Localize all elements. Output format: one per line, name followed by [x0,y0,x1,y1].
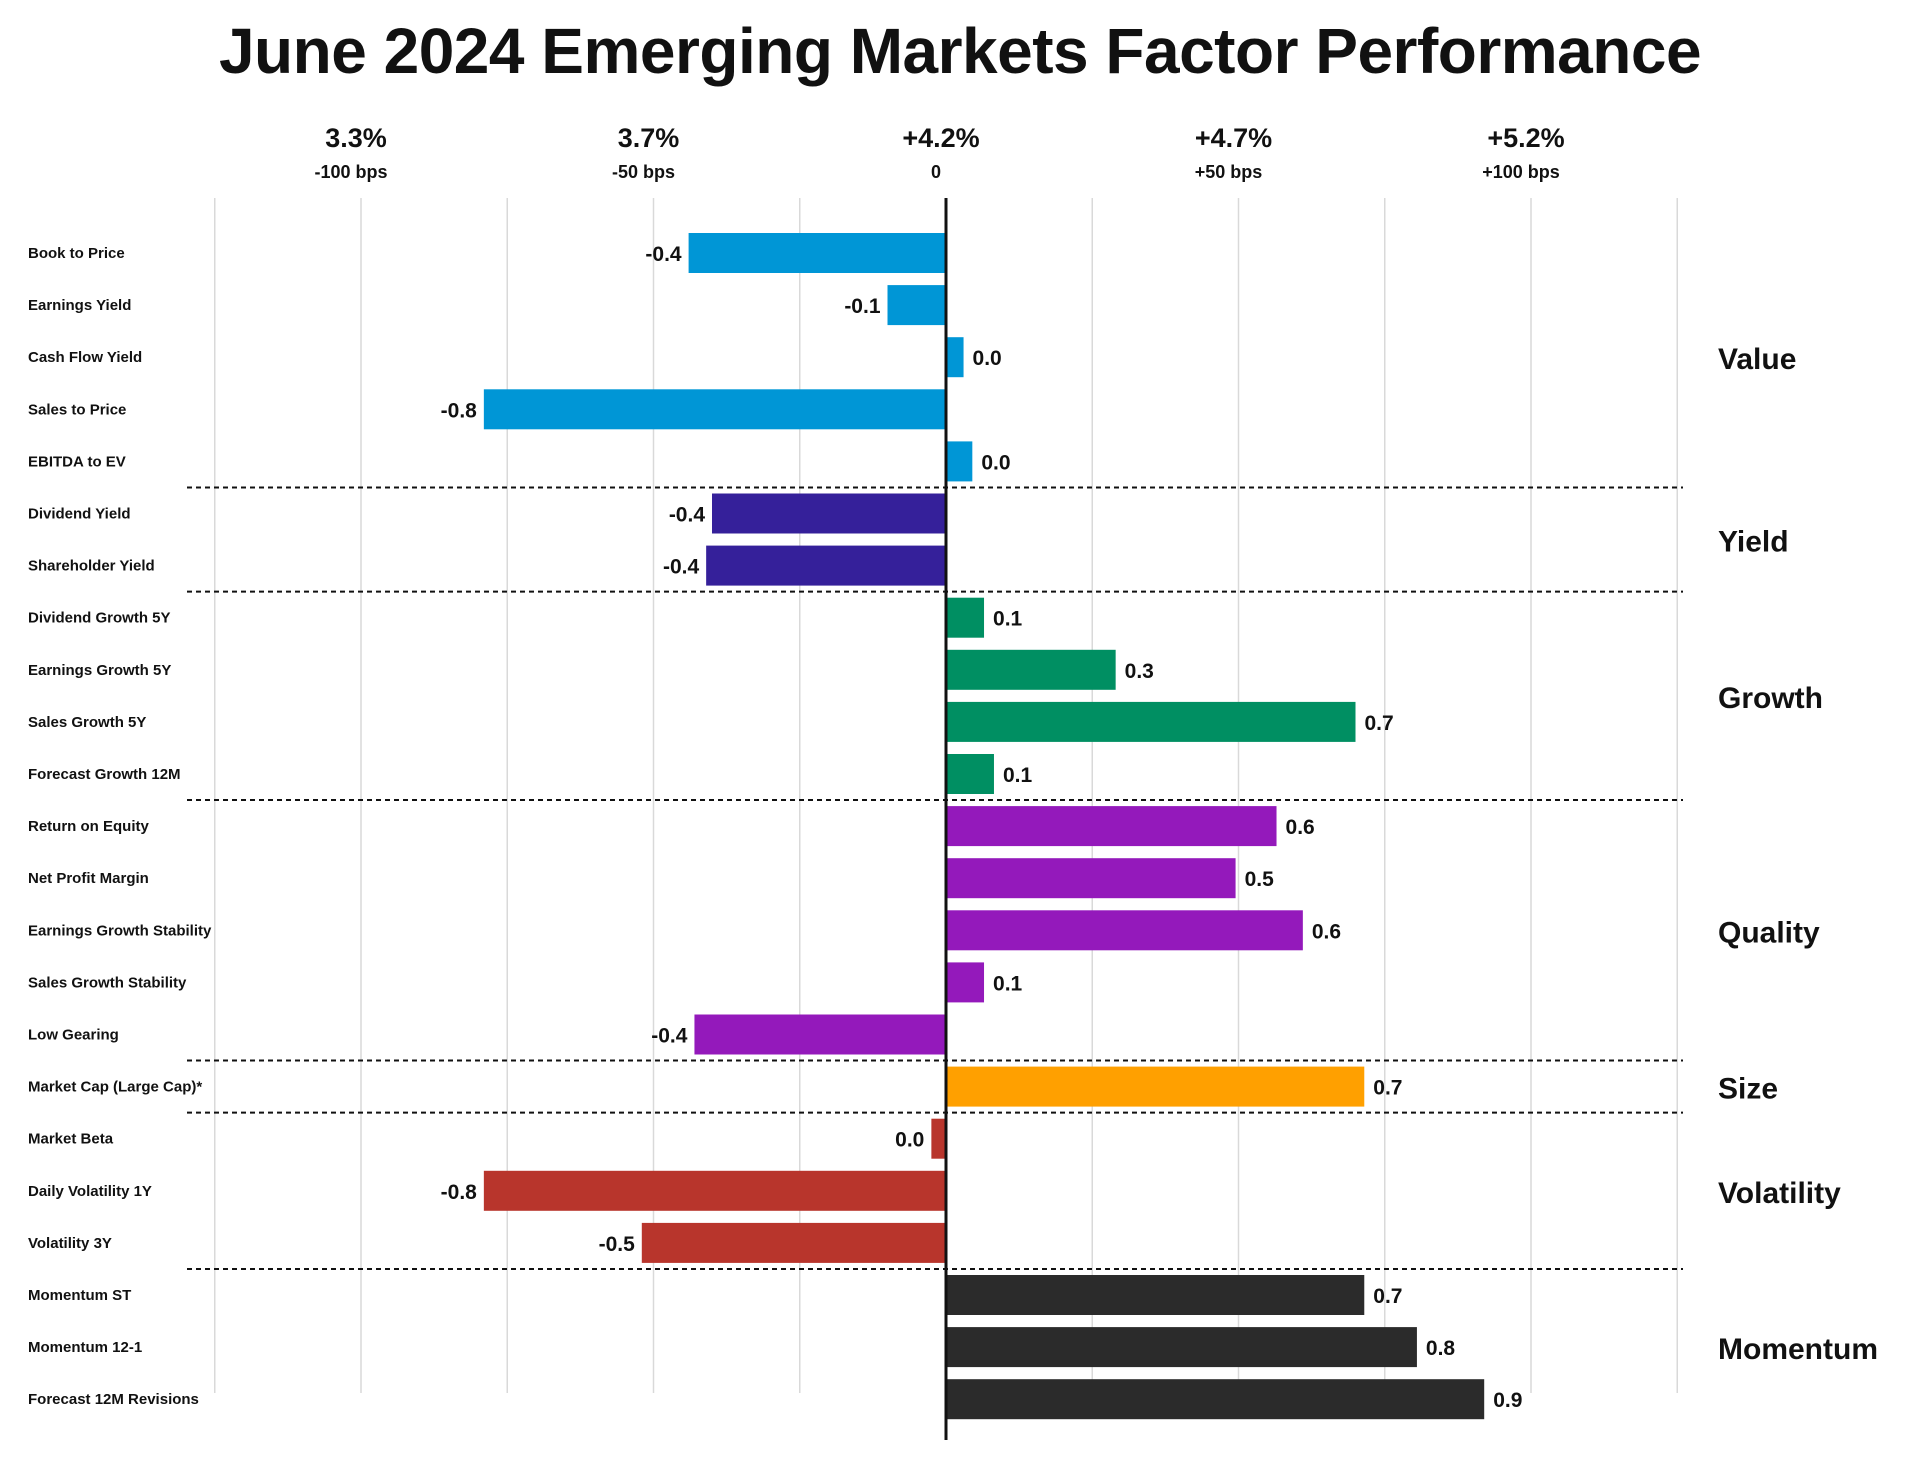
group-label: Yield [1718,526,1789,559]
category-label: Market Cap (Large Cap)* [28,1079,202,1096]
data-label: 0.6 [1286,816,1315,839]
category-label: Momentum ST [28,1287,131,1304]
bar [483,389,946,430]
data-label: 0.0 [973,347,1002,370]
data-label: -0.4 [645,243,682,266]
data-label: -0.4 [663,556,700,579]
bars: -0.4 -0.1 0.0 -0.8 0.0 -0.4 -0.4 0.1 0.3 0.7 0.1 0.… [441,233,1522,1420]
data-label: -0.4 [651,1025,688,1048]
bar [712,493,946,534]
category-label: Earnings Growth 5Y [28,662,171,679]
bar [946,441,973,482]
data-label: 0.1 [993,608,1023,631]
group-label: Volatility [1718,1177,1841,1210]
group-label: Growth [1718,682,1823,715]
category-label: Daily Volatility 1Y [28,1183,152,1200]
category-label: Dividend Growth 5Y [28,610,171,627]
bar [946,962,985,1003]
data-label: -0.5 [599,1233,636,1256]
category-label: Shareholder Yield [28,558,155,575]
bar [946,337,964,378]
data-label: 0.0 [981,451,1010,474]
tick-label: +5.2% [1487,123,1564,153]
data-label: 0.7 [1373,1285,1402,1308]
category-label: Momentum 12-1 [28,1339,142,1356]
group-label: Quality [1718,916,1820,949]
bar [946,858,1236,899]
bar [688,233,946,273]
data-label: -0.4 [669,504,706,527]
data-label: 0.3 [1125,660,1154,683]
bar [946,649,1116,690]
tick-sublabel: +100 bps [1482,162,1560,182]
group-label: Size [1718,1073,1778,1106]
category-label: Net Profit Margin [28,870,149,887]
tick-sublabel: -100 bps [314,162,387,182]
bar [946,597,985,638]
category-label: Sales to Price [28,401,126,418]
category-label: Market Beta [28,1131,114,1148]
category-label: Forecast 12M Revisions [28,1391,199,1408]
data-label: 0.8 [1426,1337,1456,1360]
category-label: Forecast Growth 12M [28,766,181,783]
bar [887,285,946,326]
category-labels: Book to Price Earnings Yield Cash Flow Yie… [28,245,212,1408]
tick-label: 3.7% [618,123,680,153]
group-label: Momentum [1718,1333,1878,1366]
chart-title: June 2024 Emerging Markets Factor Perfor… [218,15,1702,87]
category-label: Dividend Yield [28,506,131,523]
category-label: Book to Price [28,245,125,262]
data-label: -0.8 [441,1181,478,1204]
tick-sublabel: +50 bps [1195,162,1263,182]
data-label: -0.8 [441,399,478,422]
group-label: Value [1718,343,1796,376]
category-label: Return on Equity [28,818,149,835]
bar [694,1014,946,1055]
bar [706,545,946,586]
bar [946,1066,1365,1107]
tick-sublabel: -50 bps [612,162,675,182]
bar [483,1170,946,1211]
data-label: 0.5 [1245,868,1275,891]
data-label: 0.7 [1365,712,1394,735]
x-axis-ticks: 3.3% -100 bps 3.7% -50 bps +4.2% 0 +4.7% +50 bp… [314,123,1564,182]
tick-sublabel: 0 [931,162,941,182]
bar [946,1327,1417,1368]
data-label: 0.0 [895,1129,924,1152]
bar [641,1222,946,1263]
data-label: 0.1 [993,972,1023,995]
bar [946,910,1303,951]
category-label: Earnings Growth Stability [28,922,212,939]
data-label: 0.6 [1312,920,1341,943]
tick-label: +4.2% [902,123,979,153]
data-label: 0.9 [1493,1389,1522,1412]
bar [946,806,1277,847]
data-label: 0.1 [1003,764,1033,787]
category-label: Sales Growth 5Y [28,714,146,731]
data-label: -0.1 [844,295,881,318]
category-label: EBITDA to EV [28,453,126,470]
tick-label: +4.7% [1195,123,1272,153]
bar [946,701,1356,742]
bar [931,1118,946,1159]
data-label: 0.7 [1373,1077,1402,1100]
category-label: Earnings Yield [28,297,131,314]
category-label: Sales Growth Stability [28,974,187,991]
bar [946,1275,1365,1315]
bar [946,754,994,794]
category-label: Cash Flow Yield [28,349,142,366]
tick-label: 3.3% [325,123,387,153]
group-separators [187,486,1683,1270]
bar [946,1379,1485,1420]
category-label: Volatility 3Y [28,1235,112,1252]
category-label: Low Gearing [28,1027,119,1044]
group-labels: Value Yield Growth Quality Size Volatility Mom… [1718,343,1878,1366]
